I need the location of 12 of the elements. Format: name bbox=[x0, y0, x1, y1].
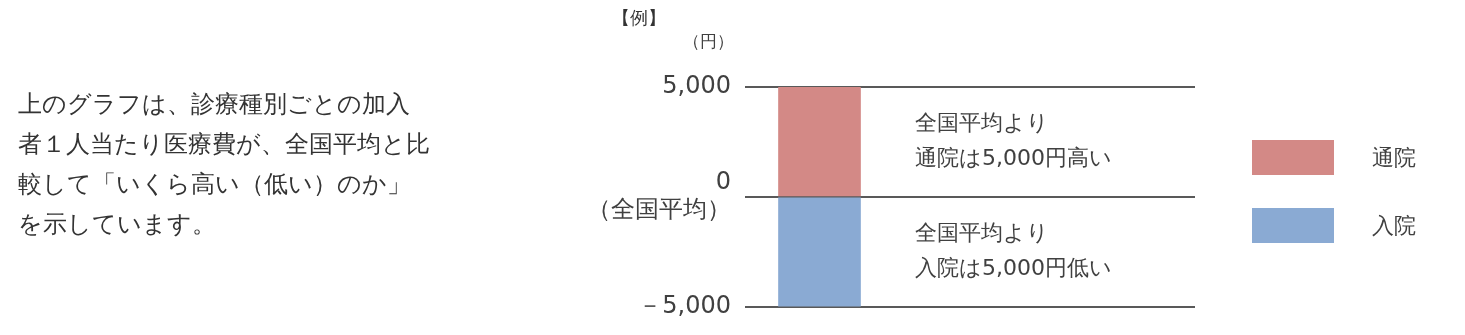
annotation: 全国平均より bbox=[915, 219, 1049, 245]
annotation: 入院は5,000円低い bbox=[915, 254, 1112, 280]
annotation: 通院は5,000円高い bbox=[915, 145, 1112, 171]
y-tick-label: 0 （全国平均） bbox=[587, 166, 731, 224]
chart-title: 【例】 bbox=[612, 6, 666, 30]
y-tick-label: －5,000 bbox=[638, 290, 731, 319]
legend-label: 入院 bbox=[1372, 211, 1416, 240]
y-axis-title: （円） bbox=[683, 30, 734, 53]
text: 上のグラフは、診療種別ごとの加入者１人当たり医療費が、全国平均と比較して「いくら高い（低い）のか」を示しています。 bbox=[18, 89, 430, 240]
y-tick-label: 5,000 bbox=[662, 71, 731, 100]
annotation: 全国平均より bbox=[915, 110, 1049, 136]
legend-label: 通院 bbox=[1372, 143, 1416, 172]
